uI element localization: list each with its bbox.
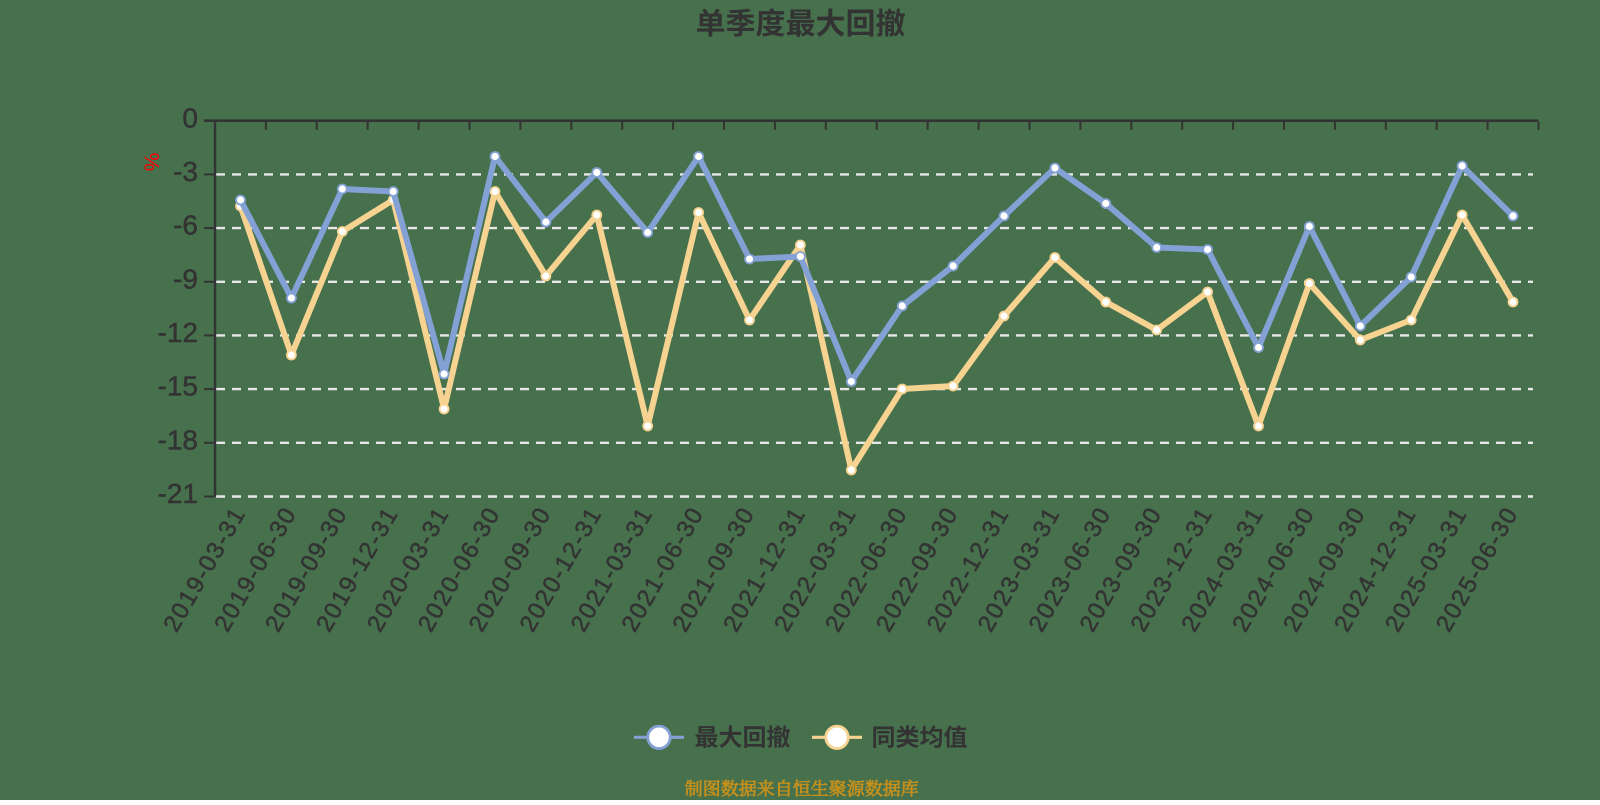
svg-text:-12: -12 <box>158 317 198 348</box>
svg-text:%: % <box>140 153 163 172</box>
svg-text:-6: -6 <box>173 210 198 241</box>
svg-text:-9: -9 <box>173 263 198 294</box>
svg-text:-15: -15 <box>158 371 198 402</box>
svg-text:-3: -3 <box>173 156 198 187</box>
svg-text:-21: -21 <box>158 478 198 509</box>
svg-text:0: 0 <box>182 102 198 133</box>
svg-text:-18: -18 <box>158 424 198 455</box>
